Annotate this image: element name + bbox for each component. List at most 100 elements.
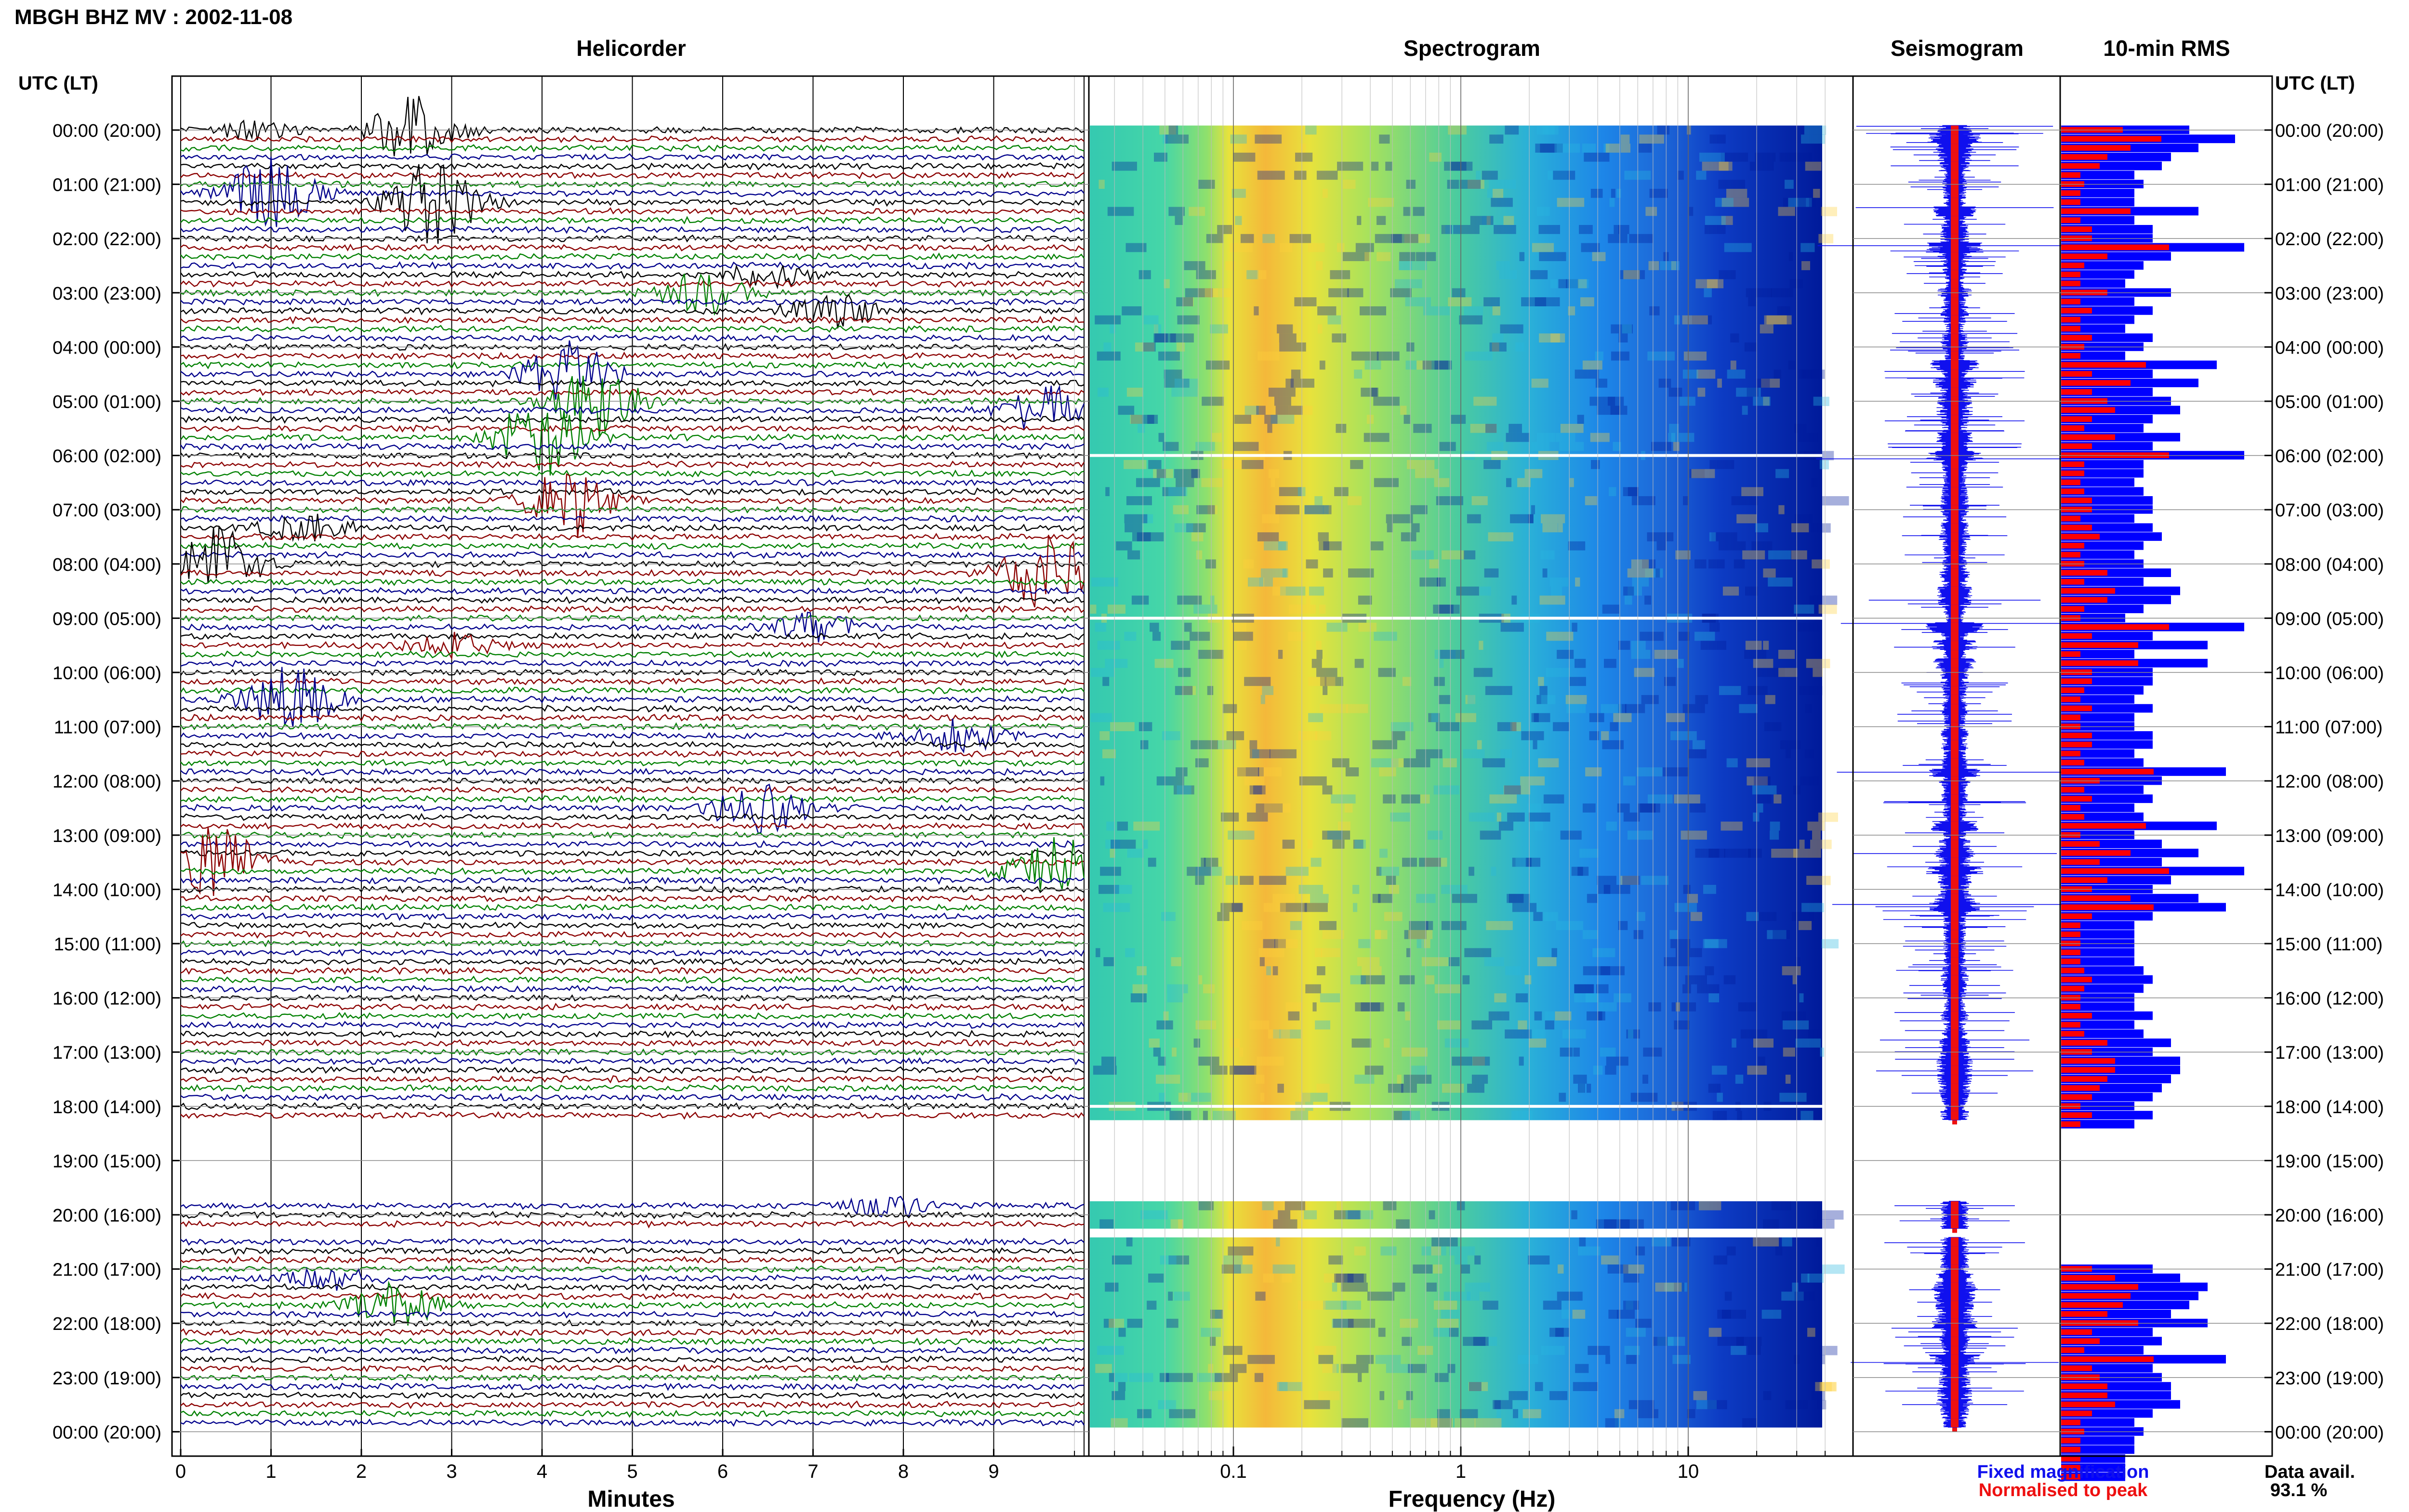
spectrogram-texture [1318, 1354, 1334, 1365]
rms-bar-normalised [2061, 1356, 2154, 1362]
helicorder-trace [180, 713, 1085, 722]
spectrogram-texture [1413, 207, 1425, 216]
spectrogram-texture [1486, 442, 1504, 451]
spectrogram-texture [1433, 1301, 1457, 1310]
rms-bar-normalised [2061, 1329, 2092, 1335]
spectrogram-texture [1095, 622, 1107, 632]
spectrogram-texture [1124, 460, 1147, 470]
spectrogram-texture [1332, 333, 1347, 343]
spectrogram-texture [1575, 577, 1580, 587]
normalised-segment [1951, 442, 1959, 451]
spectrogram-texture [1215, 1373, 1238, 1382]
spectrogram-texture [1257, 270, 1267, 280]
spectrogram-texture [1497, 722, 1517, 732]
spectrogram-texture [1127, 848, 1144, 858]
spectrogram-texture [1371, 758, 1399, 768]
spectrogram-texture [1232, 767, 1258, 777]
spectrogram-texture [1387, 523, 1393, 533]
spectrogram-texture [1707, 279, 1718, 289]
spectrogram-texture [1344, 803, 1353, 813]
spectrogram-texture [1354, 1246, 1366, 1256]
spectrogram-row [1090, 1291, 1822, 1301]
normalised-segment [1951, 749, 1959, 759]
spectrogram-texture [1285, 867, 1309, 876]
spectrogram-texture [1540, 550, 1555, 560]
spectrogram-texture [1308, 677, 1336, 686]
spectrogram-texture [1268, 387, 1296, 397]
spectrogram-texture [1235, 216, 1242, 225]
rms-bar-normalised [2061, 1456, 2080, 1462]
spectrogram-texture [1386, 876, 1396, 885]
spectrogram-texture [1734, 559, 1745, 569]
spectrogram-texture [1266, 966, 1271, 976]
spectrogram-texture [1689, 749, 1707, 759]
spectrogram-texture [1473, 668, 1493, 677]
spectrogram-texture [1804, 125, 1827, 135]
rms-bar-normalised [2061, 850, 2131, 856]
spectrogram-texture [1275, 939, 1298, 948]
spectrogram-texture [1411, 523, 1420, 533]
spectrogram-texture [1697, 387, 1706, 397]
spectrogram-texture [1642, 559, 1656, 569]
spectrogram-texture [1812, 451, 1834, 460]
spectrogram-texture [1607, 1264, 1628, 1274]
rms-bar-normalised [2061, 434, 2115, 440]
spectrogram-texture [1309, 586, 1324, 596]
spectrogram-texture [1568, 306, 1575, 316]
spectrogram-texture [1704, 288, 1712, 298]
spectrogram-texture [1521, 731, 1544, 741]
spectrogram-texture [1421, 957, 1449, 967]
spectrogram-texture [1821, 496, 1849, 506]
spectrogram-texture [1657, 1337, 1674, 1346]
spectrogram-texture [1167, 993, 1183, 1003]
spectrogram-row [1090, 668, 1822, 677]
spectrogram-texture [1290, 379, 1315, 388]
spectrogram-texture [1256, 1075, 1265, 1084]
helicorder-trace [180, 1283, 1085, 1291]
spectrogram-texture [1675, 948, 1702, 958]
spectrogram-texture [1103, 1318, 1114, 1328]
rms-bar-normalised [2061, 597, 2107, 603]
spectrogram-texture [1154, 333, 1168, 343]
spectrogram-texture [1730, 360, 1736, 370]
spectrogram-texture [1602, 740, 1624, 750]
spectrogram-texture [1175, 686, 1193, 696]
spectrogram-texture [1443, 1291, 1471, 1301]
spectrogram-texture [1489, 134, 1504, 144]
spectrogram-texture [1195, 876, 1204, 885]
spectrogram-texture [1489, 794, 1517, 804]
rms-bar-normalised [2061, 1031, 2084, 1037]
spectrogram-texture [1709, 134, 1726, 144]
spectrogram-texture [1410, 505, 1428, 515]
spectrogram-texture [1467, 514, 1481, 524]
spectrogram-texture [1528, 812, 1550, 822]
spectrogram-row [1090, 315, 1822, 325]
spectrogram-header: Spectrogram [1403, 36, 1540, 61]
spectrogram-texture [1328, 288, 1349, 298]
spectrogram-texture [1347, 288, 1363, 298]
spectrogram-row [1090, 840, 1822, 849]
spectrogram-texture [1623, 487, 1638, 497]
spectrogram-texture [1730, 333, 1739, 343]
normalised-segment [1951, 957, 1959, 966]
spectrogram-row [1090, 658, 1822, 669]
spectrogram-texture [1449, 1246, 1475, 1256]
spectrogram-texture [1196, 505, 1215, 515]
spectrogram-row [1090, 1201, 1822, 1211]
normalised-segment [1951, 225, 1959, 234]
spectrogram-texture [1534, 713, 1550, 723]
spectrogram-texture [1557, 1264, 1564, 1274]
helicorder-trace [180, 1328, 1085, 1337]
helicorder-trace [180, 783, 1085, 835]
spectrogram-texture [1193, 605, 1218, 614]
spectrogram-texture [1406, 1391, 1413, 1401]
spectrogram-texture [1316, 261, 1323, 271]
spectrogram-texture [1271, 478, 1275, 487]
spectrogram-texture [1205, 360, 1230, 370]
spectrogram-texture [1263, 939, 1278, 948]
spectrogram-texture [1239, 1047, 1244, 1057]
spectrogram-texture [1393, 1111, 1411, 1120]
spectrogram-texture [1210, 595, 1215, 605]
helicorder-trace [180, 487, 1085, 496]
spectrogram-texture [1709, 460, 1734, 470]
